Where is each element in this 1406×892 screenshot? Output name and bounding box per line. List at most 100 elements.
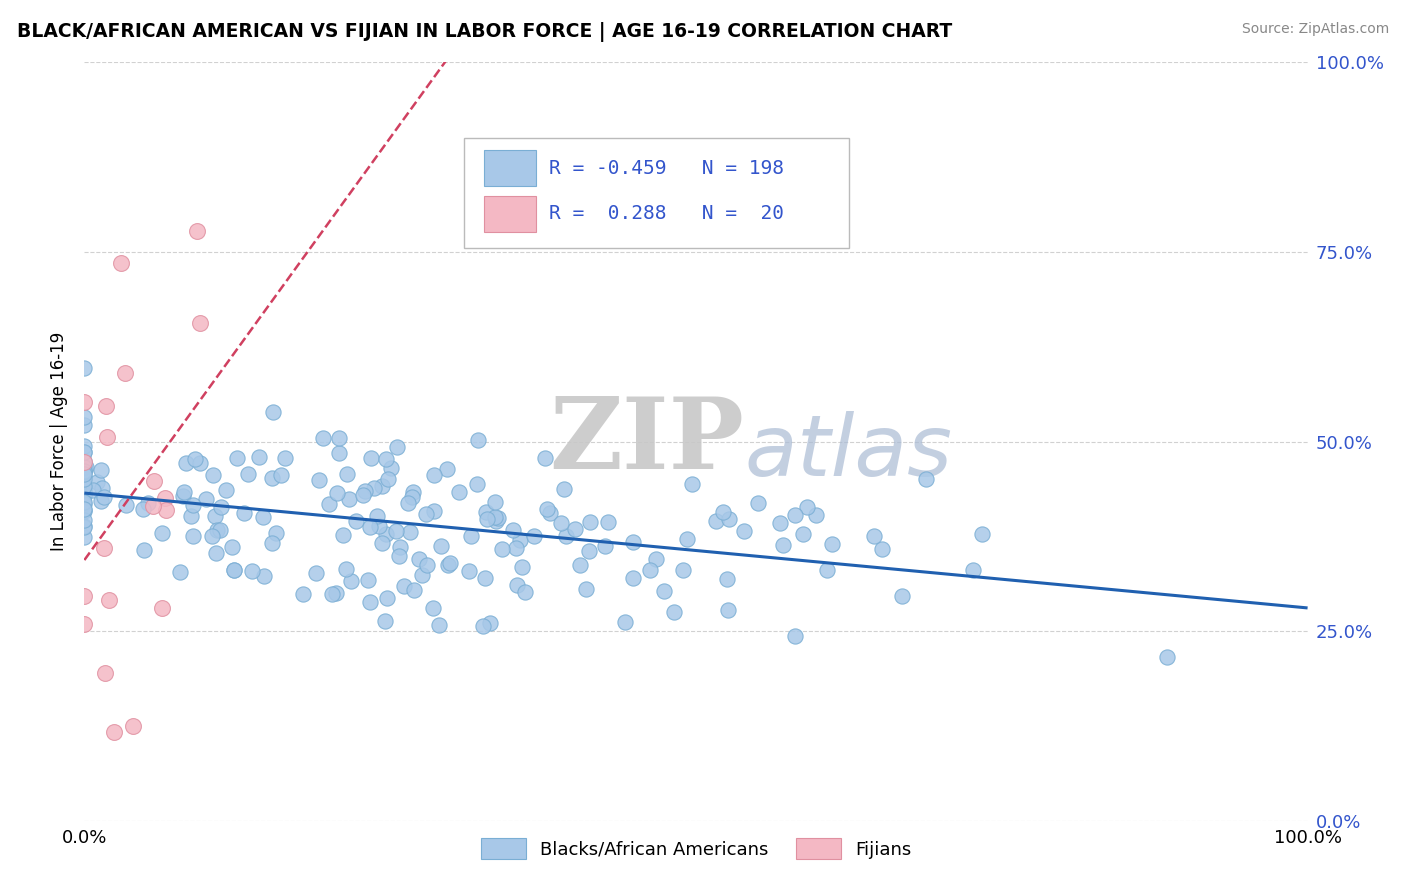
Point — [479, 615, 502, 630]
Text: BLACK/AFRICAN AMERICAN VS FIJIAN IN LABOR FORCE | AGE 16-19 CORRELATION CHART: BLACK/AFRICAN AMERICAN VS FIJIAN IN LABO… — [17, 22, 952, 42]
Point — [401, 490, 423, 504]
Point — [186, 224, 208, 238]
Point — [596, 515, 619, 529]
Point — [136, 496, 159, 510]
Point — [423, 467, 446, 482]
Point — [593, 539, 616, 553]
Point — [471, 619, 494, 633]
Point — [222, 563, 245, 577]
Point — [429, 539, 451, 553]
Point — [93, 665, 115, 680]
Point — [312, 431, 335, 445]
Point — [377, 591, 399, 606]
Point — [972, 527, 994, 541]
Point — [402, 583, 425, 598]
Point — [553, 483, 575, 497]
Point — [260, 471, 283, 485]
Point — [142, 474, 165, 488]
Point — [564, 522, 586, 536]
Point — [408, 552, 430, 566]
Point — [360, 450, 382, 465]
Point — [491, 542, 513, 557]
Point — [73, 489, 96, 503]
Point — [188, 456, 211, 470]
Point — [75, 459, 97, 474]
Point — [73, 495, 96, 509]
Point — [215, 483, 238, 497]
Point — [201, 468, 224, 483]
Point — [340, 574, 363, 588]
Point — [505, 541, 527, 555]
Point — [465, 476, 488, 491]
Point — [73, 483, 96, 497]
Point — [336, 467, 359, 481]
Point — [73, 469, 96, 483]
Point — [538, 506, 561, 520]
Point — [82, 483, 104, 497]
Point — [536, 502, 558, 516]
Point — [176, 456, 198, 470]
Point — [73, 464, 96, 478]
Point — [475, 512, 498, 526]
Point — [328, 431, 350, 445]
Point — [194, 491, 217, 506]
Point — [676, 533, 699, 547]
Point — [768, 516, 790, 530]
Point — [550, 516, 572, 530]
Point — [575, 582, 598, 596]
Point — [180, 508, 202, 523]
Point — [821, 537, 844, 551]
Point — [73, 529, 96, 543]
Point — [747, 495, 769, 509]
Point — [73, 455, 96, 469]
Point — [73, 454, 96, 468]
Point — [98, 593, 121, 607]
Point — [201, 529, 224, 543]
Point — [366, 509, 388, 524]
Point — [568, 558, 591, 572]
Point — [436, 558, 458, 572]
Point — [328, 446, 350, 460]
Point — [326, 486, 349, 500]
Point — [73, 410, 96, 425]
Point — [73, 616, 96, 631]
Point — [73, 589, 96, 603]
Point — [962, 563, 984, 577]
Point — [73, 444, 96, 458]
Point — [396, 496, 419, 510]
Point — [169, 565, 191, 579]
Point — [274, 450, 297, 465]
Point — [460, 528, 482, 542]
Point — [645, 551, 668, 566]
Point — [114, 498, 136, 512]
Point — [370, 478, 392, 492]
Point — [321, 587, 343, 601]
Point — [73, 467, 96, 482]
Point — [785, 508, 807, 522]
Point — [401, 485, 423, 500]
Point — [733, 524, 755, 538]
Point — [392, 579, 415, 593]
Point — [578, 515, 600, 529]
Y-axis label: In Labor Force | Age 16-19: In Labor Force | Age 16-19 — [51, 332, 69, 551]
Point — [236, 467, 259, 481]
Point — [534, 451, 557, 466]
Point — [73, 504, 96, 518]
Point — [232, 506, 254, 520]
Point — [96, 399, 118, 413]
Point — [353, 487, 375, 501]
Point — [363, 481, 385, 495]
Point — [502, 523, 524, 537]
Point — [652, 584, 675, 599]
Point — [578, 544, 600, 558]
Point — [359, 595, 381, 609]
Point — [262, 536, 284, 550]
Point — [375, 452, 398, 467]
Point — [672, 563, 695, 577]
Point — [188, 316, 211, 330]
Text: R =  0.288   N =  20: R = 0.288 N = 20 — [550, 203, 785, 223]
Point — [792, 527, 814, 541]
Point — [447, 485, 470, 500]
Point — [181, 529, 204, 543]
Point — [474, 571, 496, 585]
